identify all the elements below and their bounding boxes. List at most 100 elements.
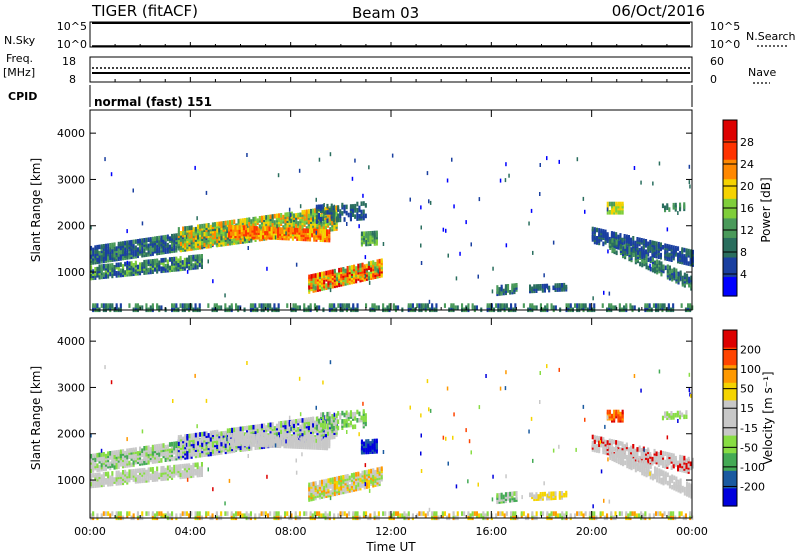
echo-cell — [611, 201, 614, 207]
echo-cell — [317, 204, 320, 210]
echo-cell — [606, 207, 609, 212]
echo-cell — [143, 238, 146, 243]
echo-cell — [325, 270, 328, 276]
echo-cell — [194, 462, 197, 468]
nsky-tick-top: 10^5 — [57, 20, 87, 33]
echo-cell — [658, 161, 661, 166]
echo-cell — [154, 258, 157, 264]
echo-cell — [447, 253, 449, 258]
echo-cell — [182, 230, 185, 236]
echo-cell — [360, 415, 363, 421]
echo-cell — [333, 491, 336, 497]
echo-cell — [662, 264, 665, 270]
echo-cell — [122, 255, 125, 261]
echo-cell — [115, 246, 118, 251]
echo-cell — [341, 410, 344, 416]
echo-cell — [128, 460, 131, 466]
echo-cell — [252, 424, 255, 430]
echo-cell — [324, 420, 327, 425]
echo-cell — [96, 266, 99, 272]
echo-cell — [352, 208, 355, 213]
echo-cell — [360, 209, 363, 215]
echo-cell — [264, 434, 267, 440]
echo-cell — [224, 303, 227, 308]
echo-cell — [276, 224, 278, 229]
echo-cell — [119, 303, 122, 308]
echo-cell — [315, 215, 318, 220]
echo-cell — [162, 266, 165, 271]
date-title: 06/Oct/2016 — [612, 2, 705, 20]
echo-cell — [177, 262, 180, 268]
echo-cell — [134, 245, 137, 251]
echo-cell — [357, 274, 360, 279]
echo-cell — [305, 417, 308, 423]
echo-cell — [256, 424, 259, 429]
echo-cell — [226, 220, 229, 225]
echo-cell — [113, 265, 116, 270]
echo-cell — [314, 481, 317, 486]
echo-cell — [358, 214, 361, 219]
echo-cell — [102, 244, 105, 249]
echo-cell — [126, 448, 129, 454]
echo-cell — [316, 484, 319, 490]
echo-cell — [107, 247, 110, 253]
echo-cell — [285, 227, 288, 233]
echo-cell — [322, 204, 325, 209]
echo-cell — [98, 482, 101, 488]
echo-cell — [260, 215, 263, 221]
echo-cell — [168, 244, 171, 250]
echo-cell — [190, 465, 193, 470]
echo-cell — [655, 249, 658, 255]
echo-cell — [130, 454, 133, 459]
echo-cell — [315, 204, 318, 210]
echo-cell — [136, 468, 139, 474]
echo-cell — [184, 434, 187, 439]
echo-cell — [621, 237, 624, 243]
echo-cell — [102, 250, 105, 255]
echo-cell — [565, 303, 568, 308]
echo-cell — [657, 241, 660, 247]
echo-cell — [307, 305, 310, 310]
echo-cell — [578, 303, 581, 308]
echo-cell — [632, 236, 635, 241]
echo-cell — [230, 439, 233, 444]
echo-cell — [277, 227, 280, 232]
echo-cell — [282, 420, 285, 426]
echo-cell — [495, 303, 498, 308]
echo-cell — [290, 419, 293, 425]
echo-cell — [205, 240, 208, 245]
echo-cell — [92, 453, 95, 459]
echo-cell — [623, 240, 626, 245]
echo-cell — [166, 444, 169, 450]
echo-cell — [574, 303, 577, 308]
echo-cell — [168, 236, 171, 241]
echo-cell — [183, 463, 186, 469]
echo-cell — [328, 415, 331, 421]
echo-cell — [681, 275, 684, 281]
echo-cell — [197, 453, 200, 458]
echo-cell — [364, 417, 367, 422]
echo-cell — [352, 303, 355, 308]
echo-cell — [672, 202, 675, 208]
echo-cell — [214, 434, 217, 439]
echo-cell — [426, 171, 429, 176]
echo-cell — [539, 284, 542, 289]
echo-cell — [645, 249, 648, 254]
echo-cell — [139, 238, 142, 244]
echo-cell — [373, 303, 376, 308]
echo-cell — [344, 268, 347, 274]
echo-cell — [181, 463, 184, 469]
echo-cell — [310, 274, 313, 279]
echo-cell — [664, 205, 667, 211]
echo-cell — [613, 247, 616, 252]
echo-cell — [679, 270, 682, 276]
echo-cell — [319, 437, 322, 442]
echo-cell — [373, 239, 376, 244]
echo-cell — [323, 437, 326, 442]
echo-cell — [363, 264, 366, 269]
echo-cell — [507, 288, 510, 293]
echo-cell — [312, 427, 315, 432]
echo-cell — [111, 267, 114, 272]
echo-cell — [304, 440, 307, 446]
echo-cell — [222, 221, 225, 226]
